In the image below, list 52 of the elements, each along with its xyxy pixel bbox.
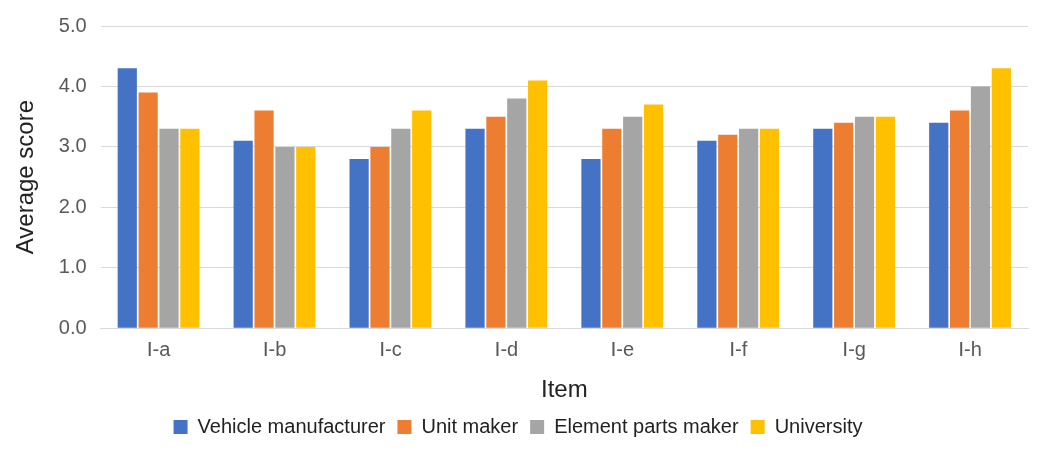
legend-label: Unit maker bbox=[421, 414, 519, 437]
y-tick-label: 1.0 bbox=[58, 255, 87, 278]
legend-label: Vehicle manufacturer bbox=[197, 414, 386, 437]
bar bbox=[528, 80, 548, 328]
bar bbox=[465, 128, 485, 328]
bar bbox=[486, 116, 506, 328]
bar bbox=[254, 110, 274, 328]
y-tick-label: 0.0 bbox=[58, 315, 87, 338]
x-tick-label: Ⅰ-g bbox=[842, 337, 866, 360]
bar bbox=[581, 158, 601, 328]
bar bbox=[117, 68, 137, 328]
x-tick-label: Ⅰ-b bbox=[262, 337, 287, 360]
bar bbox=[813, 128, 833, 328]
bar bbox=[180, 128, 200, 328]
legend-label: Element parts maker bbox=[554, 414, 739, 437]
bar bbox=[370, 146, 390, 328]
bar bbox=[623, 116, 643, 328]
bar bbox=[412, 110, 432, 328]
bar bbox=[507, 98, 527, 328]
bar bbox=[349, 158, 369, 328]
y-tick-label: 2.0 bbox=[58, 194, 87, 217]
bar bbox=[643, 104, 664, 328]
bar bbox=[296, 146, 316, 328]
bar bbox=[834, 122, 854, 328]
bar bbox=[970, 86, 991, 328]
legend-label: University bbox=[774, 414, 863, 437]
x-axis-title: Item bbox=[540, 375, 588, 403]
y-tick-label: 3.0 bbox=[58, 134, 87, 157]
bar bbox=[950, 110, 970, 328]
y-tick-label: 4.0 bbox=[58, 73, 87, 96]
x-tick-label: Ⅰ-e bbox=[610, 337, 635, 360]
bar bbox=[391, 128, 411, 328]
x-tick-label: Ⅰ-a bbox=[146, 337, 172, 360]
y-axis-title: Average score bbox=[11, 99, 39, 255]
bar bbox=[929, 122, 949, 328]
bar bbox=[275, 146, 295, 328]
bar bbox=[602, 128, 622, 328]
bar bbox=[138, 92, 158, 328]
bar bbox=[159, 128, 179, 328]
x-tick-label: Ⅰ-d bbox=[494, 337, 519, 360]
bar bbox=[739, 128, 759, 328]
bar bbox=[697, 140, 717, 328]
x-tick-label: Ⅰ-h bbox=[958, 337, 982, 360]
bar bbox=[233, 140, 253, 328]
bar bbox=[991, 68, 1011, 328]
x-tick-label: Ⅰ-c bbox=[379, 337, 402, 360]
bar bbox=[875, 116, 896, 328]
bar bbox=[759, 128, 780, 328]
x-tick-label: Ⅰ-f bbox=[729, 337, 748, 360]
bar bbox=[718, 134, 738, 328]
y-tick-label: 5.0 bbox=[58, 13, 87, 36]
bar bbox=[854, 116, 875, 328]
